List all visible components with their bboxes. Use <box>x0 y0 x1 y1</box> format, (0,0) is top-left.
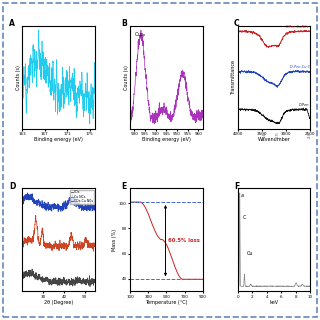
Text: C: C <box>243 215 246 220</box>
Text: 2511: 2511 <box>308 131 312 138</box>
CDs <box>20 274 24 278</box>
CDs-Cu NCs <box>53 204 57 208</box>
Text: D: D <box>9 182 16 191</box>
CDs <box>34 275 37 279</box>
CDs <box>53 282 57 286</box>
CDs-Cu NCs <box>34 200 37 204</box>
Text: 60.5% loss: 60.5% loss <box>168 238 200 243</box>
CDs-Cu NCs <box>39 202 43 206</box>
Text: B: B <box>121 20 127 28</box>
X-axis label: Binding energy (eV): Binding energy (eV) <box>34 137 83 142</box>
X-axis label: Temperature (°C): Temperature (°C) <box>145 300 188 305</box>
CDs <box>63 281 67 285</box>
Cu NCs <box>75 245 79 249</box>
Text: E: E <box>121 182 126 191</box>
Text: D-Pen-CuNCs: D-Pen-CuNCs <box>286 25 310 29</box>
Cu NCs <box>53 244 57 248</box>
Y-axis label: Transmittance: Transmittance <box>231 60 236 95</box>
Cu NCs <box>63 244 67 248</box>
X-axis label: 2θ (Degree): 2θ (Degree) <box>44 300 73 305</box>
Text: a: a <box>241 193 244 198</box>
Y-axis label: Counts (s): Counts (s) <box>16 65 21 90</box>
X-axis label: Binding energy (eV): Binding energy (eV) <box>142 137 191 142</box>
Y-axis label: Mass (%): Mass (%) <box>112 229 117 251</box>
CDs-Cu NCs <box>56 210 60 213</box>
Text: D-Pen-Cu C: D-Pen-Cu C <box>290 65 310 69</box>
Line: CDs-Cu NCs: CDs-Cu NCs <box>22 193 95 212</box>
Text: 3175: 3175 <box>276 131 280 138</box>
Cu NCs <box>33 217 37 220</box>
X-axis label: Wavenumber: Wavenumber <box>258 137 291 142</box>
Text: C: C <box>234 20 240 28</box>
Line: CDs: CDs <box>22 269 95 286</box>
Cu NCs <box>20 239 24 243</box>
Cu NCs <box>34 213 37 217</box>
CDs-Cu NCs <box>26 191 29 195</box>
CDs-Cu NCs <box>69 197 73 201</box>
Legend: CDs, Cu NCs, CDs-Cu NCs: CDs, Cu NCs, CDs-Cu NCs <box>70 190 93 204</box>
CDs-Cu NCs <box>64 201 68 204</box>
CDs <box>93 281 97 284</box>
Cu NCs <box>69 232 73 236</box>
Y-axis label: Counts (s): Counts (s) <box>124 65 129 90</box>
Text: Cu$_{2p}$: Cu$_{2p}$ <box>134 31 146 41</box>
Cu NCs <box>92 249 95 253</box>
CDs <box>30 267 34 271</box>
X-axis label: keV: keV <box>269 300 279 305</box>
Text: A: A <box>9 20 15 28</box>
CDs <box>75 279 79 283</box>
Line: Cu NCs: Cu NCs <box>22 215 95 251</box>
CDs-Cu NCs <box>20 198 24 202</box>
Text: 3441: 3441 <box>263 131 267 138</box>
Text: F: F <box>234 182 239 191</box>
CDs-Cu NCs <box>76 204 79 208</box>
Text: D-Pen: D-Pen <box>299 103 310 107</box>
Cu NCs <box>39 234 43 238</box>
CDs <box>39 276 43 279</box>
CDs <box>88 284 92 288</box>
CDs <box>69 279 73 283</box>
Text: Cu: Cu <box>247 251 253 256</box>
CDs-Cu NCs <box>93 205 97 209</box>
Cu NCs <box>93 243 97 246</box>
